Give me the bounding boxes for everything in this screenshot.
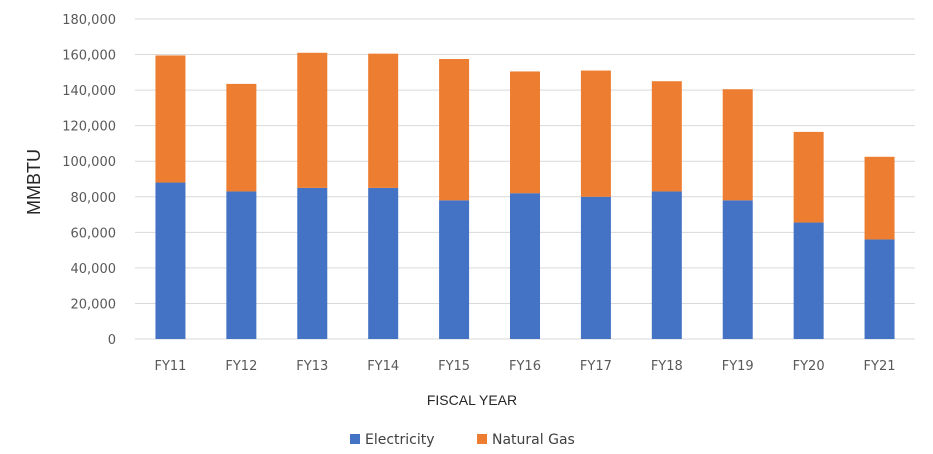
y-tick-label: 60,000: [71, 226, 117, 241]
x-tick-label: FY21: [864, 359, 896, 374]
x-tick-label: FY19: [722, 359, 754, 374]
legend-label-natural-gas: Natural Gas: [492, 432, 575, 448]
x-tick-label: FY17: [580, 359, 612, 374]
bar-natural-gas-fy16: [510, 71, 540, 194]
y-axis-ticks: 180,000 160,000 140,000 120,000 100,000 80,00…: [62, 13, 116, 348]
bars: [155, 52, 895, 339]
x-axis-ticks: FY11 FY12 FY13 FY14 FY15 FY16 FY17 FY18 FY19 FY20…: [154, 359, 895, 374]
bar-natural-gas-fy19: [722, 89, 753, 201]
bar-natural-gas-fy14: [368, 53, 399, 188]
legend: Electricity Natural Gas: [350, 432, 575, 448]
x-tick-label: FY13: [296, 359, 328, 374]
y-tick-label: 120,000: [62, 120, 116, 135]
x-tick-label: FY20: [793, 359, 825, 374]
y-tick-label: 80,000: [71, 191, 117, 206]
bar-electricity-fy17: [580, 196, 611, 339]
x-tick-label: FY15: [438, 359, 470, 374]
bar-electricity-fy15: [439, 200, 470, 339]
x-tick-label: FY18: [651, 359, 683, 374]
x-tick-label: FY16: [509, 359, 541, 374]
bar-natural-gas-fy11: [155, 55, 186, 183]
legend-swatch-electricity: [350, 434, 360, 444]
bar-electricity-fy21: [864, 239, 895, 339]
bar-natural-gas-fy13: [297, 52, 328, 188]
bar-natural-gas-fy21: [864, 156, 895, 240]
y-tick-label: 40,000: [71, 262, 117, 277]
bar-natural-gas-fy18: [651, 81, 682, 192]
bar-natural-gas-fy17: [580, 70, 611, 197]
bar-electricity-fy14: [368, 187, 399, 339]
x-axis-title: FISCAL YEAR: [427, 392, 517, 408]
x-tick-label: FY12: [225, 359, 257, 374]
bar-electricity-fy19: [722, 200, 753, 339]
bar-electricity-fy12: [226, 191, 257, 339]
legend-label-electricity: Electricity: [365, 432, 435, 448]
x-tick-label: FY11: [154, 359, 186, 374]
y-axis-title: MMBTU: [24, 149, 44, 215]
y-tick-label: 160,000: [62, 49, 116, 64]
bar-electricity-fy13: [297, 187, 328, 339]
bar-natural-gas-fy20: [793, 131, 824, 223]
bar-natural-gas-fy15: [439, 59, 470, 201]
bar-electricity-fy16: [510, 193, 540, 339]
legend-swatch-natural-gas: [477, 434, 487, 444]
bar-natural-gas-fy12: [226, 83, 257, 192]
bar-electricity-fy18: [651, 191, 682, 339]
y-tick-label: 140,000: [62, 84, 116, 99]
y-tick-label: 0: [108, 333, 116, 348]
x-tick-label: FY14: [367, 359, 399, 374]
y-tick-label: 100,000: [62, 155, 116, 170]
bar-electricity-fy11: [155, 182, 186, 339]
y-tick-label: 180,000: [62, 13, 116, 28]
bar-electricity-fy20: [793, 222, 824, 339]
y-tick-label: 20,000: [71, 297, 117, 312]
